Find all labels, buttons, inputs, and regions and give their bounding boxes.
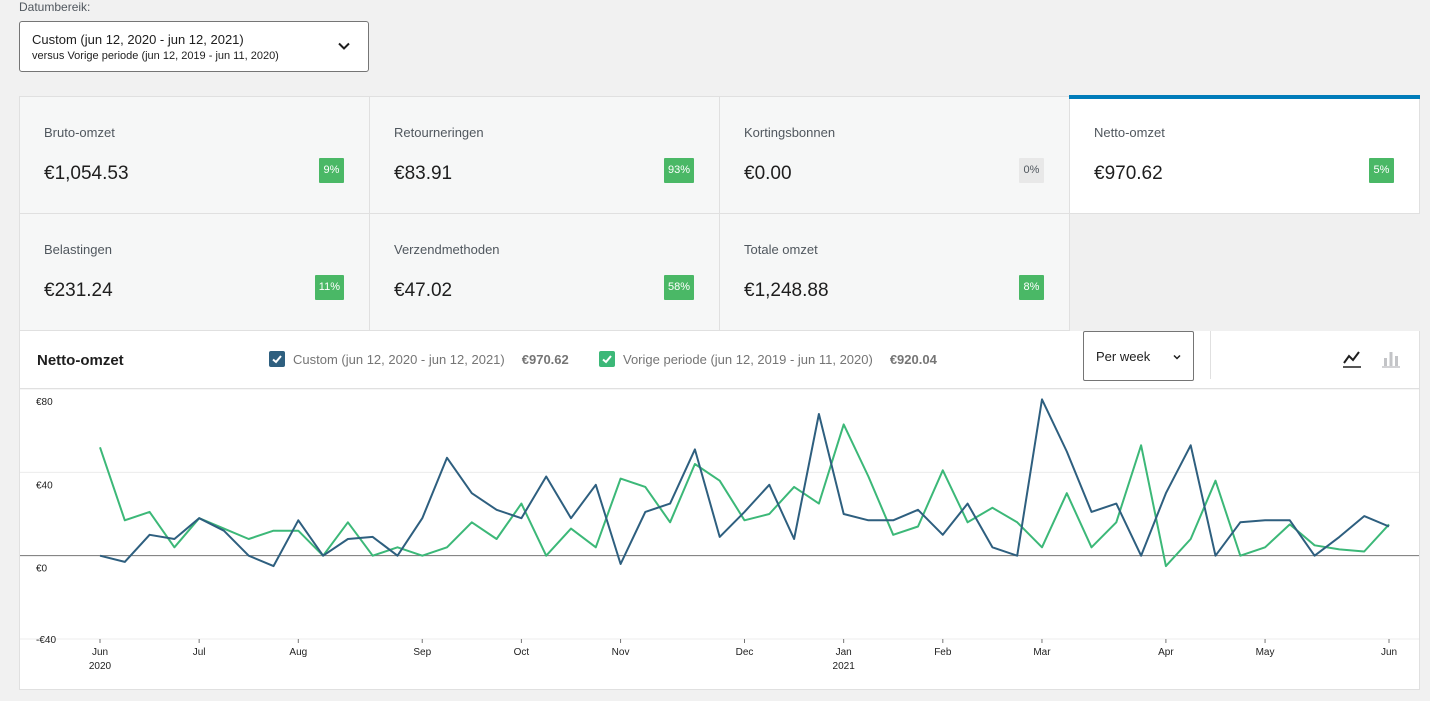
tile-value: €1,054.53 xyxy=(44,163,129,184)
x-tick-label: Oct xyxy=(514,647,530,658)
date-range-label: Datumbereik: xyxy=(19,0,91,14)
x-tick-label: Jan xyxy=(836,647,852,658)
date-range-primary: Custom (jun 12, 2020 - jun 12, 2021) xyxy=(32,32,244,47)
legend-total: €970.62 xyxy=(521,351,569,367)
tile-value: €231.24 xyxy=(44,280,113,301)
tile-label: Retourneringen xyxy=(394,125,484,140)
tile-belastingen[interactable]: Belastingen €231.24 11% xyxy=(20,214,370,331)
tile-value: €47.02 xyxy=(394,280,453,301)
tile-totale-omzet[interactable]: Totale omzet €1,248.88 8% xyxy=(720,214,1070,331)
tile-value: €1,248.88 xyxy=(744,280,829,301)
x-tick-label: Sep xyxy=(413,647,431,658)
tile-verzendmethoden[interactable]: Verzendmethoden €47.02 58% xyxy=(370,214,720,331)
chevron-down-icon xyxy=(338,42,350,50)
legend-label: Custom (jun 12, 2020 - jun 12, 2021) xyxy=(293,351,505,367)
bar-chart-icon[interactable] xyxy=(1380,348,1402,370)
checkbox-checked-icon[interactable] xyxy=(269,351,285,367)
delta-badge: 0% xyxy=(1019,158,1044,183)
delta-badge: 93% xyxy=(663,158,694,183)
legend-previous-period[interactable]: Vorige periode (jun 12, 2019 - jun 11, 2… xyxy=(599,351,937,367)
tile-label: Bruto-omzet xyxy=(44,125,115,140)
series-line-previous xyxy=(99,423,1390,568)
x-tick-label: Jun xyxy=(92,647,108,658)
tile-kortingsbonnen[interactable]: Kortingsbonnen €0.00 0% xyxy=(720,97,1070,214)
delta-badge: 5% xyxy=(1369,158,1394,183)
date-range-dropdown[interactable]: Custom (jun 12, 2020 - jun 12, 2021) ver… xyxy=(19,21,369,72)
legend-label: Vorige periode (jun 12, 2019 - jun 11, 2… xyxy=(623,351,873,367)
y-tick-label: €80 xyxy=(36,397,53,408)
x-tick-year: 2021 xyxy=(833,661,856,672)
x-tick-label: Feb xyxy=(934,647,952,658)
legend-total: €920.04 xyxy=(889,351,937,367)
delta-badge: 58% xyxy=(663,275,694,300)
interval-value: Per week xyxy=(1096,349,1151,364)
chart-panel: Netto-omzet Custom (jun 12, 2020 - jun 1… xyxy=(19,331,1420,690)
header-divider xyxy=(1210,331,1211,379)
tile-value: €83.91 xyxy=(394,163,453,184)
tile-retourneringen[interactable]: Retourneringen €83.91 93% xyxy=(370,97,720,214)
x-tick-label: Nov xyxy=(612,647,630,658)
tile-value: €970.62 xyxy=(1094,163,1163,184)
chevron-down-icon xyxy=(1173,354,1181,360)
date-range-secondary: versus Vorige periode (jun 12, 2019 - ju… xyxy=(32,50,279,62)
tile-label: Verzendmethoden xyxy=(394,242,500,257)
chart-title: Netto-omzet xyxy=(37,352,124,369)
x-tick-year: 2020 xyxy=(89,661,112,672)
tile-value: €0.00 xyxy=(744,163,792,184)
delta-badge: 8% xyxy=(1019,275,1044,300)
summary-tiles: Bruto-omzet €1,054.53 9% Retourneringen … xyxy=(19,95,1420,331)
legend-current-period[interactable]: Custom (jun 12, 2020 - jun 12, 2021) €97… xyxy=(269,351,569,367)
x-tick-label: Aug xyxy=(289,647,307,658)
delta-badge: 11% xyxy=(314,275,344,300)
series-line-current xyxy=(99,398,1390,568)
x-tick-label: Mar xyxy=(1033,647,1051,658)
x-tick-label: Jun xyxy=(1381,647,1397,658)
x-tick-label: May xyxy=(1256,647,1275,658)
interval-select[interactable]: Per week xyxy=(1083,331,1194,381)
tile-bruto-omzet[interactable]: Bruto-omzet €1,054.53 9% xyxy=(20,97,370,214)
x-tick-label: Jul xyxy=(193,647,206,658)
tile-label: Netto-omzet xyxy=(1094,125,1165,140)
checkbox-checked-icon[interactable] xyxy=(599,351,615,367)
delta-badge: 9% xyxy=(319,158,344,183)
line-chart: €80 €40 €0 -€40 Jun 2020 Jul Aug Sep Oct Nov Dec Jan… xyxy=(20,389,1419,672)
x-tick-label: Apr xyxy=(1158,647,1174,658)
tile-label: Kortingsbonnen xyxy=(744,125,836,140)
y-tick-label: -€40 xyxy=(36,635,56,646)
tile-label: Belastingen xyxy=(44,242,112,257)
line-chart-icon[interactable] xyxy=(1341,348,1363,370)
tile-netto-omzet[interactable]: Netto-omzet €970.62 5% xyxy=(1069,95,1420,214)
tile-label: Totale omzet xyxy=(744,242,818,257)
chart-header: Netto-omzet Custom (jun 12, 2020 - jun 1… xyxy=(20,331,1419,389)
y-tick-label: €40 xyxy=(36,480,53,491)
x-tick-label: Dec xyxy=(736,647,754,658)
y-tick-label: €0 xyxy=(36,564,48,575)
